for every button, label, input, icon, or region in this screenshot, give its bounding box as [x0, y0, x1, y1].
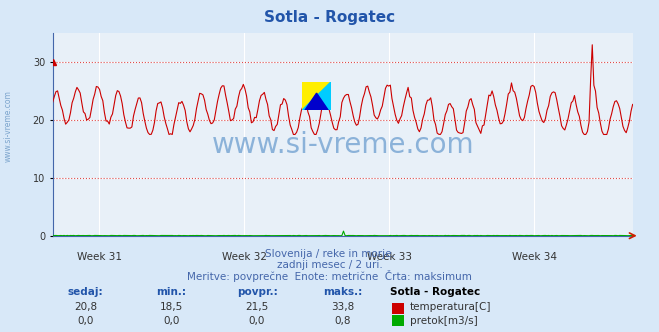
Text: povpr.:: povpr.:	[237, 287, 277, 297]
Text: 20,8: 20,8	[74, 302, 98, 312]
Text: temperatura[C]: temperatura[C]	[410, 302, 492, 312]
Text: min.:: min.:	[156, 287, 186, 297]
Text: 0,8: 0,8	[334, 316, 351, 326]
Text: 33,8: 33,8	[331, 302, 355, 312]
Text: 0,0: 0,0	[249, 316, 265, 326]
Text: maks.:: maks.:	[323, 287, 362, 297]
Text: Sotla - Rogatec: Sotla - Rogatec	[390, 287, 480, 297]
Text: Slovenija / reke in morje.: Slovenija / reke in morje.	[264, 249, 395, 259]
Text: www.si-vreme.com: www.si-vreme.com	[3, 90, 13, 162]
Text: sedaj:: sedaj:	[68, 287, 103, 297]
Text: 21,5: 21,5	[245, 302, 269, 312]
Text: 18,5: 18,5	[159, 302, 183, 312]
Text: Week 33: Week 33	[366, 252, 412, 262]
Text: zadnji mesec / 2 uri.: zadnji mesec / 2 uri.	[277, 260, 382, 270]
Text: Week 34: Week 34	[511, 252, 557, 262]
Text: Week 32: Week 32	[221, 252, 267, 262]
Text: www.si-vreme.com: www.si-vreme.com	[212, 130, 474, 159]
Text: 0,0: 0,0	[163, 316, 179, 326]
Text: 0,0: 0,0	[78, 316, 94, 326]
Text: Week 31: Week 31	[76, 252, 122, 262]
Text: Sotla - Rogatec: Sotla - Rogatec	[264, 10, 395, 25]
Text: pretok[m3/s]: pretok[m3/s]	[410, 316, 478, 326]
Text: Meritve: povprečne  Enote: metrične  Črta: maksimum: Meritve: povprečne Enote: metrične Črta:…	[187, 270, 472, 282]
